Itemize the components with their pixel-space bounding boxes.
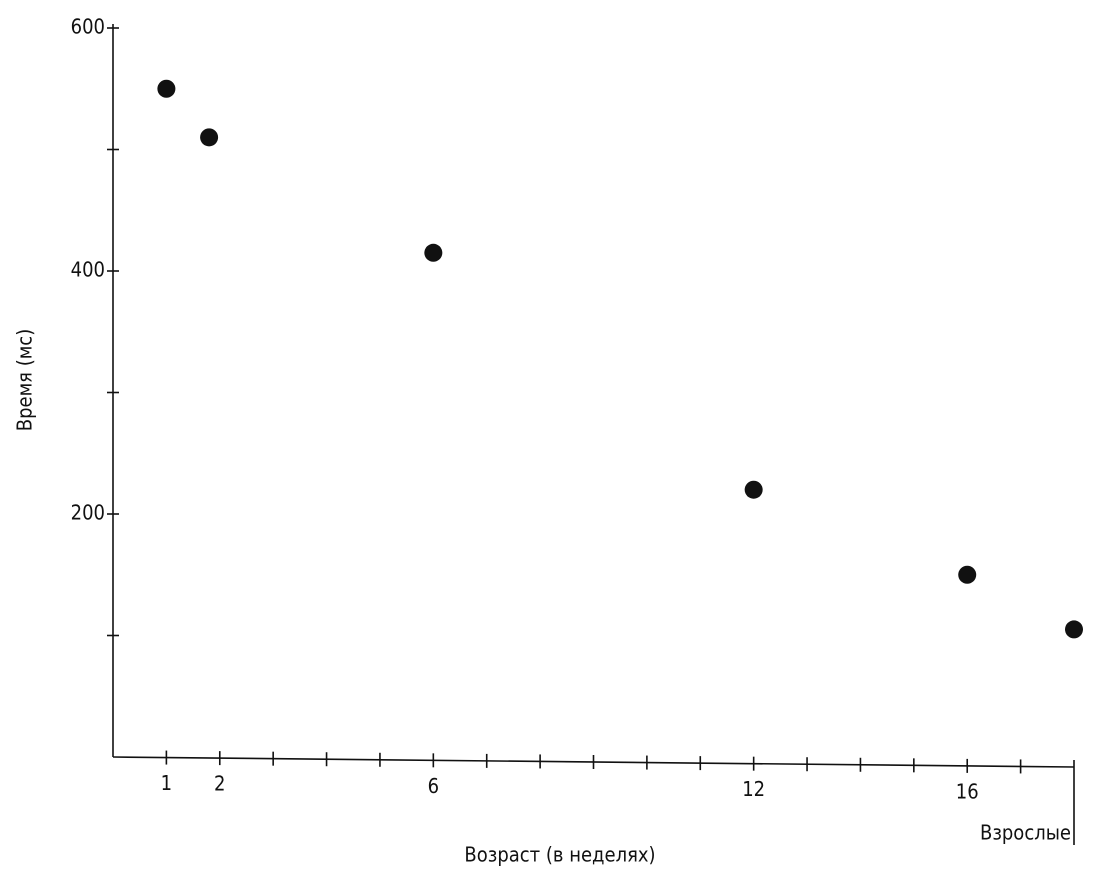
x-tick-label: 12 <box>742 777 765 801</box>
point <box>424 243 443 262</box>
y-tick-label: 200 <box>71 501 105 525</box>
y-axis-label: Время (мс) <box>13 329 37 431</box>
point <box>744 480 763 499</box>
x-axis-label: Возраст (в неделях) <box>464 843 655 867</box>
y-tick-label: 400 <box>71 258 105 282</box>
x-tick-label: 6 <box>428 774 439 798</box>
point <box>157 79 176 98</box>
point <box>1065 620 1083 639</box>
point <box>958 565 977 584</box>
x-tick-label: 16 <box>956 779 979 803</box>
point <box>200 128 219 147</box>
x-tick-label: Взрослые <box>980 821 1071 845</box>
y-tick-label: 600 <box>71 15 105 39</box>
x-tick-label: 2 <box>214 772 225 796</box>
x-tick-label: 1 <box>161 771 172 795</box>
